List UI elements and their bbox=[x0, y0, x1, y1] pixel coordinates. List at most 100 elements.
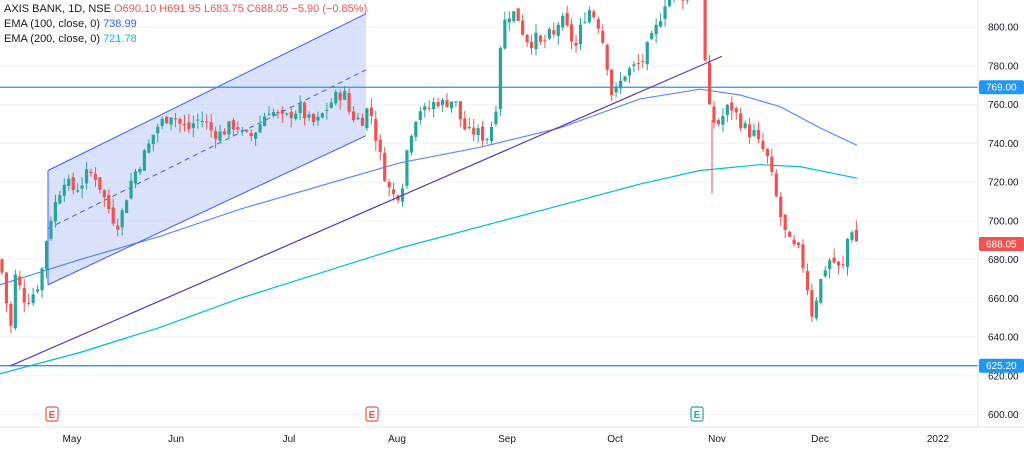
candle-up bbox=[667, 0, 672, 7]
candle-down bbox=[521, 20, 525, 35]
candle-down bbox=[0, 259, 4, 273]
regression-channel[interactable] bbox=[47, 13, 367, 286]
candle-down bbox=[360, 117, 365, 126]
candle-down bbox=[592, 11, 596, 18]
channel-fill bbox=[48, 13, 366, 285]
candle-down bbox=[552, 30, 556, 35]
candle-down bbox=[458, 101, 462, 120]
candle-up bbox=[583, 21, 587, 23]
candle-up bbox=[650, 32, 654, 40]
candle-up bbox=[147, 143, 151, 153]
candle-up bbox=[49, 220, 53, 239]
candle-up bbox=[405, 150, 409, 186]
earnings-event-marker[interactable]: E bbox=[45, 406, 59, 422]
candle-down bbox=[761, 140, 765, 150]
candle-down bbox=[289, 112, 293, 119]
price-axis[interactable]: 600.00 620.00 640.00 660.00 680.00 700.00 720.… bbox=[977, 0, 1019, 427]
ema100-line bbox=[0, 88, 858, 286]
candle-up bbox=[449, 101, 454, 109]
candle-down bbox=[22, 287, 26, 303]
horizontal-levels[interactable] bbox=[0, 86, 978, 367]
candle-up bbox=[36, 289, 40, 292]
price-tick-label: 660.00 bbox=[988, 294, 1019, 305]
legend-ema200-row[interactable]: EMA (200, close, 0) 721.78 bbox=[4, 32, 367, 47]
ema200-label: EMA (200, close, 0) bbox=[4, 33, 100, 45]
candle-up bbox=[725, 104, 729, 115]
price-tags: 769.00 625.20 688.05 bbox=[979, 80, 1024, 373]
candle-up bbox=[485, 138, 489, 140]
candle-up bbox=[191, 123, 195, 129]
earnings-icon bbox=[45, 406, 59, 422]
candle-up bbox=[845, 238, 850, 268]
candle-down bbox=[796, 242, 801, 246]
candle-up bbox=[285, 113, 289, 115]
price-tick-label: 720.00 bbox=[988, 178, 1019, 189]
candle-down bbox=[378, 139, 382, 152]
candle-up bbox=[58, 195, 62, 204]
earnings-event-label: E bbox=[694, 410, 701, 421]
level-price-tag bbox=[979, 80, 1024, 95]
price-tick-label: 700.00 bbox=[988, 216, 1019, 227]
ema-lines bbox=[0, 88, 858, 375]
earnings-event-marker[interactable]: E bbox=[365, 406, 379, 422]
candle-down bbox=[472, 127, 476, 135]
candle-down bbox=[805, 270, 810, 291]
candle-up bbox=[120, 210, 124, 228]
candle-up bbox=[494, 111, 498, 125]
candle-down bbox=[543, 40, 547, 42]
time-axis[interactable]: May Jun Jul Aug Sep Oct Nov Dec 2022 bbox=[0, 426, 1024, 445]
candle-down bbox=[565, 12, 569, 26]
candle-up bbox=[76, 190, 80, 192]
ema200-value: 721.78 bbox=[103, 33, 137, 45]
candle-down bbox=[570, 24, 574, 42]
trend-line[interactable] bbox=[9, 55, 723, 367]
legend-ema100-row[interactable]: EMA (100, close, 0) 738.99 bbox=[4, 17, 367, 32]
candle-up bbox=[819, 279, 823, 303]
candle-down bbox=[538, 35, 543, 42]
candle-up bbox=[316, 116, 320, 121]
candle-up bbox=[721, 115, 725, 125]
candle-up bbox=[129, 180, 133, 199]
candle-down bbox=[347, 93, 351, 112]
candle-up bbox=[409, 135, 413, 153]
earnings-event-marker[interactable]: E bbox=[690, 406, 704, 422]
ema200-line bbox=[0, 164, 858, 375]
candle-down bbox=[374, 118, 378, 142]
candle-down bbox=[712, 106, 716, 123]
candle-up bbox=[133, 171, 138, 184]
last-price-tag bbox=[979, 236, 1024, 251]
candle-up bbox=[227, 121, 231, 135]
candle-down bbox=[392, 189, 396, 194]
candle-up bbox=[578, 24, 583, 45]
candle-up bbox=[62, 184, 66, 196]
candle-down bbox=[841, 264, 845, 266]
candle-down bbox=[351, 111, 356, 121]
candle-up bbox=[743, 123, 747, 128]
candle-up bbox=[294, 113, 298, 119]
symbol-label[interactable]: AXIS BANK, 1D, NSE bbox=[4, 3, 111, 15]
candle-up bbox=[125, 200, 129, 214]
earnings-event-label: E bbox=[369, 410, 376, 421]
candles bbox=[0, 0, 858, 334]
candle-down bbox=[837, 261, 841, 266]
candle-up bbox=[663, 6, 667, 20]
candle-up bbox=[454, 101, 458, 103]
candle-up bbox=[850, 232, 854, 240]
candle-up bbox=[659, 21, 663, 27]
candle-down bbox=[107, 195, 111, 210]
candle-down bbox=[173, 118, 178, 120]
ohlc-values: O690.10 H691.95 L683.75 C688.05 −5.90 (−… bbox=[114, 3, 368, 15]
candle-up bbox=[267, 114, 271, 116]
channel-lower-line bbox=[47, 135, 367, 286]
candle-down bbox=[463, 118, 467, 130]
candle-up bbox=[556, 24, 560, 36]
price-tick-label: 600.00 bbox=[988, 410, 1019, 421]
candle-up bbox=[156, 126, 160, 134]
last-price-label: 688.05 bbox=[986, 239, 1017, 250]
candle-down bbox=[18, 276, 22, 286]
time-tick-label: Nov bbox=[708, 434, 726, 445]
candle-up bbox=[262, 116, 267, 127]
time-tick-label: 2022 bbox=[927, 434, 950, 445]
candle-up bbox=[240, 130, 244, 132]
